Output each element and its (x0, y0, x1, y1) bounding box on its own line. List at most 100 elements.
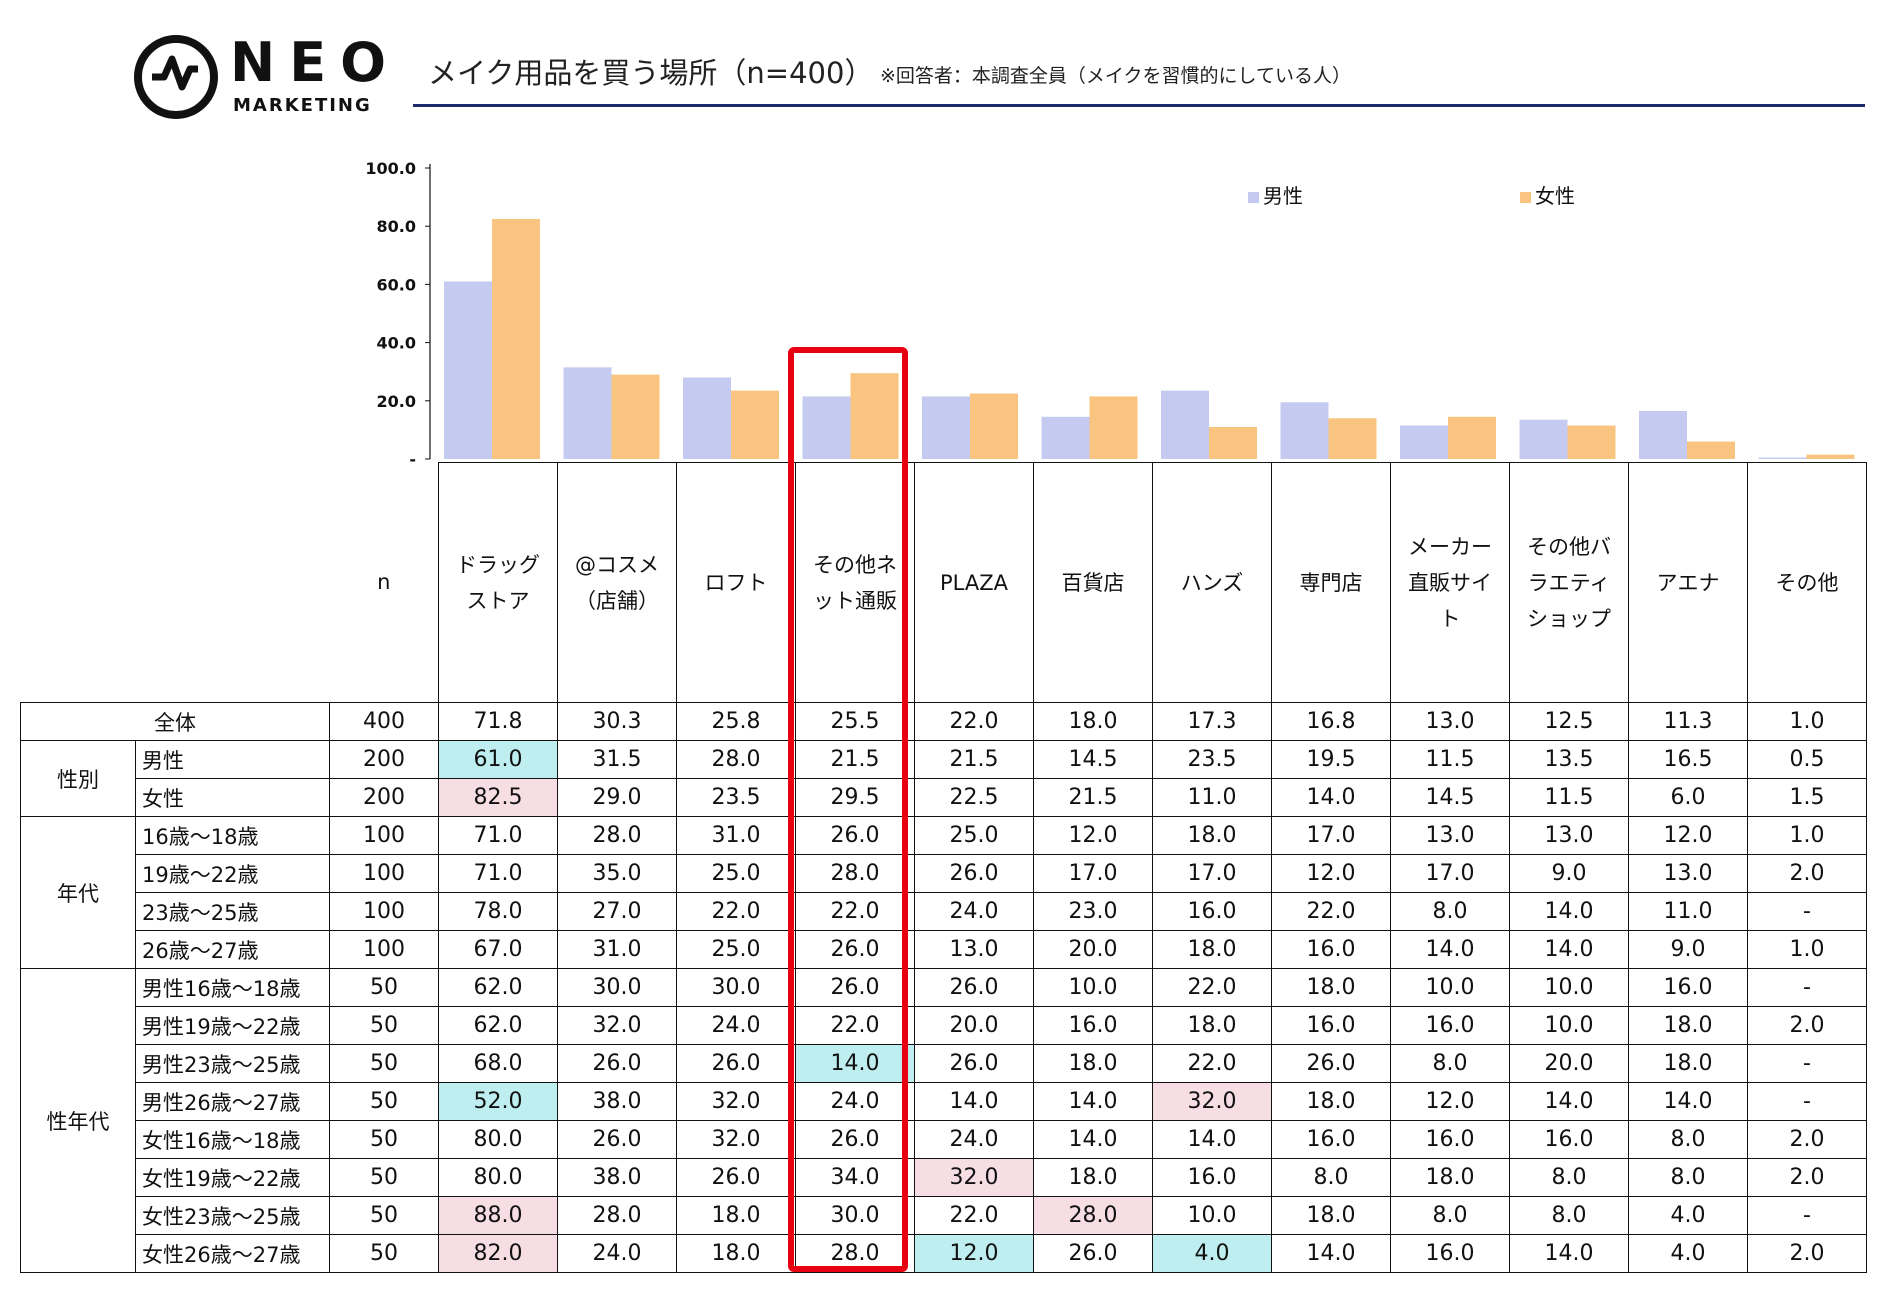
value-cell: 24.0 (914, 892, 1034, 931)
bar-male (1280, 402, 1329, 459)
title-underline (413, 104, 1865, 107)
value-cell: 18.0 (1271, 968, 1391, 1007)
value-cell: 20.0 (1033, 930, 1153, 969)
value-cell: 34.0 (795, 1158, 915, 1197)
table-row: 全体 400 71.8 30.3 25.8 25.5 22.0 18.0 17.3 16.8 13.… (20, 702, 1867, 741)
value-cell: 8.0 (1509, 1196, 1629, 1235)
value-cell: 16.0 (1390, 1234, 1510, 1273)
y-tick-label: 40.0 (377, 334, 416, 353)
table-corner (21, 463, 330, 703)
table-row: 23歳～25歳 100 78.0 27.0 22.0 22.0 24.0 23.0 16.0 22… (21, 892, 1867, 931)
value-cell: 8.0 (1509, 1158, 1629, 1197)
column-header-label: @コスメ（店舗） (575, 552, 659, 613)
value-cell: 26.0 (1033, 1234, 1153, 1273)
column-header-label: アエナ (1656, 570, 1720, 595)
n-cell: 100 (329, 930, 439, 969)
value-cell: 8.0 (1390, 1196, 1510, 1235)
bar-chart: 100.0 80.0 60.0 40.0 20.0 - 男性 女性 (365, 159, 1855, 465)
table-row: 女性26歳～27歳 50 82.0 24.0 18.0 28.0 12.0 26.0 4.0 14… (21, 1234, 1867, 1273)
row-label: 26歳～27歳 (135, 930, 330, 969)
value-cell: 23.5 (1152, 740, 1272, 779)
value-cell: 14.0 (1628, 1082, 1748, 1121)
value-cell: 18.0 (1152, 930, 1272, 969)
value-cell: - (1747, 968, 1867, 1007)
value-cell: - (1747, 892, 1867, 931)
value-cell: 28.0 (557, 1196, 677, 1235)
value-cell: 17.0 (1033, 854, 1153, 893)
value-cell: 8.0 (1628, 1158, 1748, 1197)
value-cell: 88.0 (438, 1196, 558, 1235)
value-cell: 35.0 (557, 854, 677, 893)
value-cell: 20.0 (1509, 1044, 1629, 1083)
value-cell: 71.0 (438, 816, 558, 855)
value-cell: 30.0 (557, 968, 677, 1007)
column-header-label: メーカー直販サイト (1408, 534, 1492, 631)
value-cell: 14.0 (1390, 930, 1510, 969)
value-cell: 17.0 (1271, 816, 1391, 855)
table-row: 女性 200 82.5 29.0 23.5 29.5 22.5 21.5 11.0 14.0 14.… (21, 778, 1867, 817)
value-cell: 38.0 (557, 1158, 677, 1197)
column-header: ロフト (676, 462, 796, 703)
value-cell: 6.0 (1628, 778, 1748, 817)
column-header-label: 百貨店 (1061, 570, 1125, 595)
logo-pulse-icon (134, 35, 218, 119)
value-cell: 12.0 (914, 1234, 1034, 1273)
bar-male (802, 396, 851, 459)
value-cell: 26.0 (795, 968, 915, 1007)
respondent-note: ※回答者：本調査全員（メイクを習慣的にしている人） (880, 65, 1351, 87)
n-cell: 50 (329, 1234, 439, 1273)
row-label: 女性19歳～22歳 (135, 1158, 330, 1197)
bar-male (444, 281, 492, 459)
logo-text-main: NEO (230, 31, 400, 94)
table-row: 男性19歳～22歳 50 62.0 32.0 24.0 22.0 20.0 16.0 18.0 1… (21, 1006, 1867, 1045)
value-cell: 18.0 (1390, 1158, 1510, 1197)
table-row: 性年代 男性16歳～18歳 50 62.0 30.0 30.0 26.0 26.0 10.0 22… (20, 968, 1867, 1273)
value-cell: 24.0 (914, 1120, 1034, 1159)
value-cell: 26.0 (676, 1158, 796, 1197)
value-cell: 12.0 (1033, 816, 1153, 855)
value-cell: 26.0 (557, 1044, 677, 1083)
value-cell: 1.0 (1747, 702, 1867, 741)
n-cell: 50 (329, 1044, 439, 1083)
value-cell: 32.0 (557, 1006, 677, 1045)
value-cell: 22.0 (1152, 968, 1272, 1007)
value-cell: 25.0 (676, 854, 796, 893)
value-cell: 1.5 (1747, 778, 1867, 817)
value-cell: 14.0 (1509, 1082, 1629, 1121)
value-cell: 30.0 (795, 1196, 915, 1235)
value-cell: 18.0 (676, 1234, 796, 1273)
value-cell: 24.0 (676, 1006, 796, 1045)
value-cell: 18.0 (1033, 1044, 1153, 1083)
value-cell: 31.0 (557, 930, 677, 969)
value-cell: 22.0 (795, 1006, 915, 1045)
row-label: 女性 (135, 778, 330, 817)
value-cell: 16.0 (1152, 892, 1272, 931)
value-cell: 78.0 (438, 892, 558, 931)
n-cell: 50 (329, 1120, 439, 1159)
value-cell: 12.0 (1628, 816, 1748, 855)
y-tick-label: 100.0 (365, 159, 416, 178)
table-row: 男性23歳～25歳 50 68.0 26.0 26.0 14.0 26.0 18.0 22.0 2… (21, 1044, 1867, 1083)
value-cell: 11.0 (1152, 778, 1272, 817)
column-header-label: PLAZA (940, 570, 1008, 595)
value-cell: 16.5 (1628, 740, 1748, 779)
bar-male (922, 396, 970, 459)
value-cell: 13.5 (1509, 740, 1629, 779)
row-label-total: 全体 (20, 702, 330, 741)
value-cell: 22.0 (1152, 1044, 1272, 1083)
value-cell: 11.3 (1628, 702, 1748, 741)
value-cell: 22.0 (914, 1196, 1034, 1235)
column-header-label: ドラッグストア (456, 552, 540, 613)
column-header-label: その他ネット通販 (813, 552, 897, 613)
bar-female (1328, 418, 1377, 459)
row-label: 男性16歳～18歳 (135, 968, 330, 1007)
value-cell: 26.0 (914, 968, 1034, 1007)
column-header: @コスメ（店舗） (557, 462, 677, 703)
value-cell: 16.0 (1152, 1158, 1272, 1197)
value-cell: 13.0 (914, 930, 1034, 969)
value-cell: 10.0 (1509, 968, 1629, 1007)
table-row: 性別 男性 200 61.0 31.5 28.0 21.5 21.5 14.5 23.5 19.5 1… (20, 740, 1867, 817)
value-cell: 16.0 (1271, 1006, 1391, 1045)
value-cell: 27.0 (557, 892, 677, 931)
bar-female (1806, 454, 1855, 459)
